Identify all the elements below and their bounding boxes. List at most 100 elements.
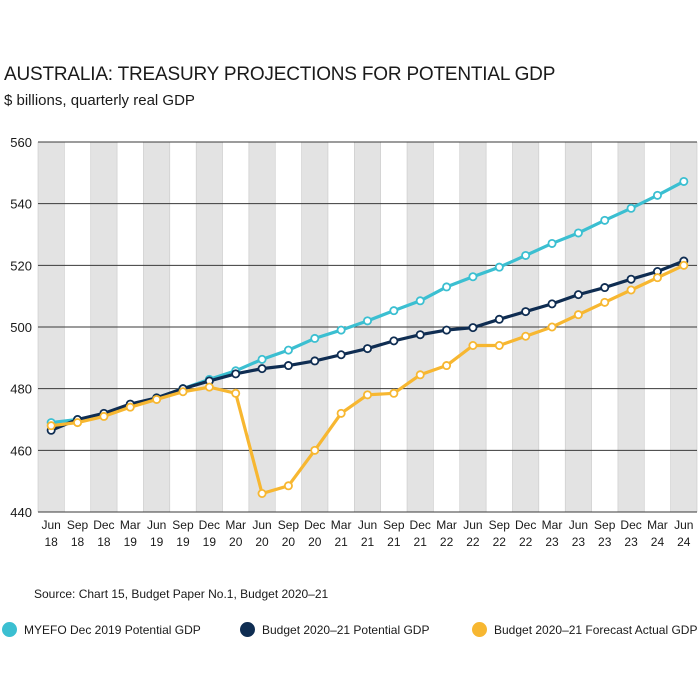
data-point-myefo bbox=[310, 333, 320, 343]
chart-subtitle: $ billions, quarterly real GDP bbox=[4, 92, 195, 109]
data-point-myefo bbox=[257, 354, 267, 364]
x-tick-label-year: 23 bbox=[545, 535, 559, 549]
x-tick-label-year: 20 bbox=[282, 535, 296, 549]
x-tick-label-month: Jun bbox=[147, 518, 166, 532]
x-tick-label-year: 24 bbox=[677, 535, 691, 549]
data-point-forecast-actual bbox=[99, 411, 109, 421]
data-point-forecast-actual bbox=[152, 394, 162, 404]
data-point-forecast-actual bbox=[389, 388, 399, 398]
x-tick-label-month: Dec bbox=[93, 518, 114, 532]
data-point-forecast-actual bbox=[46, 421, 56, 431]
data-point-budget-potential bbox=[336, 350, 346, 360]
x-tick-label-month: Dec bbox=[515, 518, 536, 532]
x-tick-label-month: Sep bbox=[594, 518, 616, 532]
data-point-myefo bbox=[573, 228, 583, 238]
x-tick-label-year: 18 bbox=[71, 535, 85, 549]
legend-item-budget-potential: Budget 2020–21 Potential GDP bbox=[240, 622, 429, 637]
data-point-forecast-actual bbox=[257, 488, 267, 498]
data-point-myefo bbox=[336, 325, 346, 335]
data-point-myefo bbox=[415, 296, 425, 306]
x-tick-label-month: Dec bbox=[620, 518, 641, 532]
x-tick-label-month: Jun bbox=[252, 518, 271, 532]
x-tick-label-year: 23 bbox=[572, 535, 586, 549]
data-point-myefo bbox=[468, 272, 478, 282]
data-point-budget-potential bbox=[362, 344, 372, 354]
data-point-budget-potential bbox=[442, 325, 452, 335]
legend-label-myefo: MYEFO Dec 2019 Potential GDP bbox=[24, 622, 201, 637]
data-point-budget-potential bbox=[573, 290, 583, 300]
x-tick-label-year: 20 bbox=[229, 535, 243, 549]
data-point-budget-potential bbox=[283, 361, 293, 371]
x-tick-label-year: 20 bbox=[308, 535, 322, 549]
data-point-forecast-actual bbox=[415, 370, 425, 380]
x-tick-label-year: 18 bbox=[45, 535, 59, 549]
data-point-forecast-actual bbox=[600, 297, 610, 307]
data-point-forecast-actual bbox=[494, 340, 504, 350]
data-point-forecast-actual bbox=[283, 481, 293, 491]
line-chart: 440 460 480 500 520 540 560 Jun 18 Sep 18 Dec 18 Mar 1… bbox=[10, 135, 698, 549]
x-tick-label-year: 19 bbox=[150, 535, 164, 549]
data-point-budget-potential bbox=[547, 299, 557, 309]
x-tick-label-year: 23 bbox=[598, 535, 612, 549]
x-tick-label-year: 22 bbox=[466, 535, 480, 549]
x-tick-label-month: Jun bbox=[358, 518, 377, 532]
data-point-myefo bbox=[652, 190, 662, 200]
data-point-myefo bbox=[283, 345, 293, 355]
data-point-forecast-actual bbox=[442, 361, 452, 371]
data-point-forecast-actual bbox=[573, 310, 583, 320]
data-point-budget-potential bbox=[257, 364, 267, 374]
x-tick-label-month: Mar bbox=[331, 518, 352, 532]
data-point-budget-potential bbox=[600, 283, 610, 293]
y-tick-label: 480 bbox=[10, 382, 32, 397]
legend: MYEFO Dec 2019 Potential GDP Budget 2020… bbox=[0, 622, 700, 642]
data-point-myefo bbox=[679, 176, 689, 186]
data-point-budget-potential bbox=[468, 323, 478, 333]
data-point-myefo bbox=[362, 316, 372, 326]
data-point-budget-potential bbox=[494, 314, 504, 324]
legend-swatch-budget-potential bbox=[240, 622, 255, 637]
x-tick-label-month: Mar bbox=[436, 518, 457, 532]
x-tick-label-year: 19 bbox=[176, 535, 190, 549]
x-tick-label-month: Jun bbox=[674, 518, 693, 532]
x-tick-label-month: Mar bbox=[647, 518, 668, 532]
x-tick-label-month: Sep bbox=[67, 518, 89, 532]
data-point-myefo bbox=[547, 238, 557, 248]
y-tick-label: 520 bbox=[10, 258, 32, 273]
data-point-budget-potential bbox=[415, 330, 425, 340]
data-point-budget-potential bbox=[626, 274, 636, 284]
y-tick-label: 460 bbox=[10, 443, 32, 458]
data-point-myefo bbox=[494, 262, 504, 272]
x-tick-label-year: 24 bbox=[651, 535, 665, 549]
x-tick-label-year: 22 bbox=[493, 535, 507, 549]
y-tick-label: 540 bbox=[10, 197, 32, 212]
legend-label-forecast-actual: Budget 2020–21 Forecast Actual GDP bbox=[494, 622, 698, 637]
x-tick-label-month: Sep bbox=[172, 518, 194, 532]
x-tick-label-month: Sep bbox=[489, 518, 511, 532]
data-point-forecast-actual bbox=[231, 388, 241, 398]
x-tick-label-year: 19 bbox=[203, 535, 217, 549]
legend-swatch-myefo bbox=[2, 622, 17, 637]
x-tick-label-year: 21 bbox=[361, 535, 375, 549]
data-point-budget-potential bbox=[310, 356, 320, 366]
x-tick-label-year: 21 bbox=[387, 535, 401, 549]
legend-item-forecast-actual: Budget 2020–21 Forecast Actual GDP bbox=[472, 622, 697, 637]
data-point-budget-potential bbox=[389, 336, 399, 346]
x-tick-label-year: 21 bbox=[334, 535, 348, 549]
x-tick-label-month: Sep bbox=[383, 518, 405, 532]
x-tick-label-month: Mar bbox=[225, 518, 246, 532]
x-tick-label-month: Jun bbox=[463, 518, 482, 532]
data-point-forecast-actual bbox=[204, 382, 214, 392]
legend-swatch-forecast-actual bbox=[472, 622, 487, 637]
x-tick-label-year: 22 bbox=[440, 535, 454, 549]
y-tick-label: 560 bbox=[10, 135, 32, 150]
x-tick-label-month: Mar bbox=[120, 518, 141, 532]
data-point-budget-potential bbox=[521, 307, 531, 317]
x-tick-label-year: 18 bbox=[97, 535, 111, 549]
x-tick-label-year: 22 bbox=[519, 535, 533, 549]
y-tick-label: 500 bbox=[10, 320, 32, 335]
data-point-forecast-actual bbox=[468, 340, 478, 350]
x-tick-label-year: 23 bbox=[624, 535, 638, 549]
x-tick-label-month: Mar bbox=[542, 518, 563, 532]
data-point-forecast-actual bbox=[521, 331, 531, 341]
data-point-forecast-actual bbox=[336, 408, 346, 418]
